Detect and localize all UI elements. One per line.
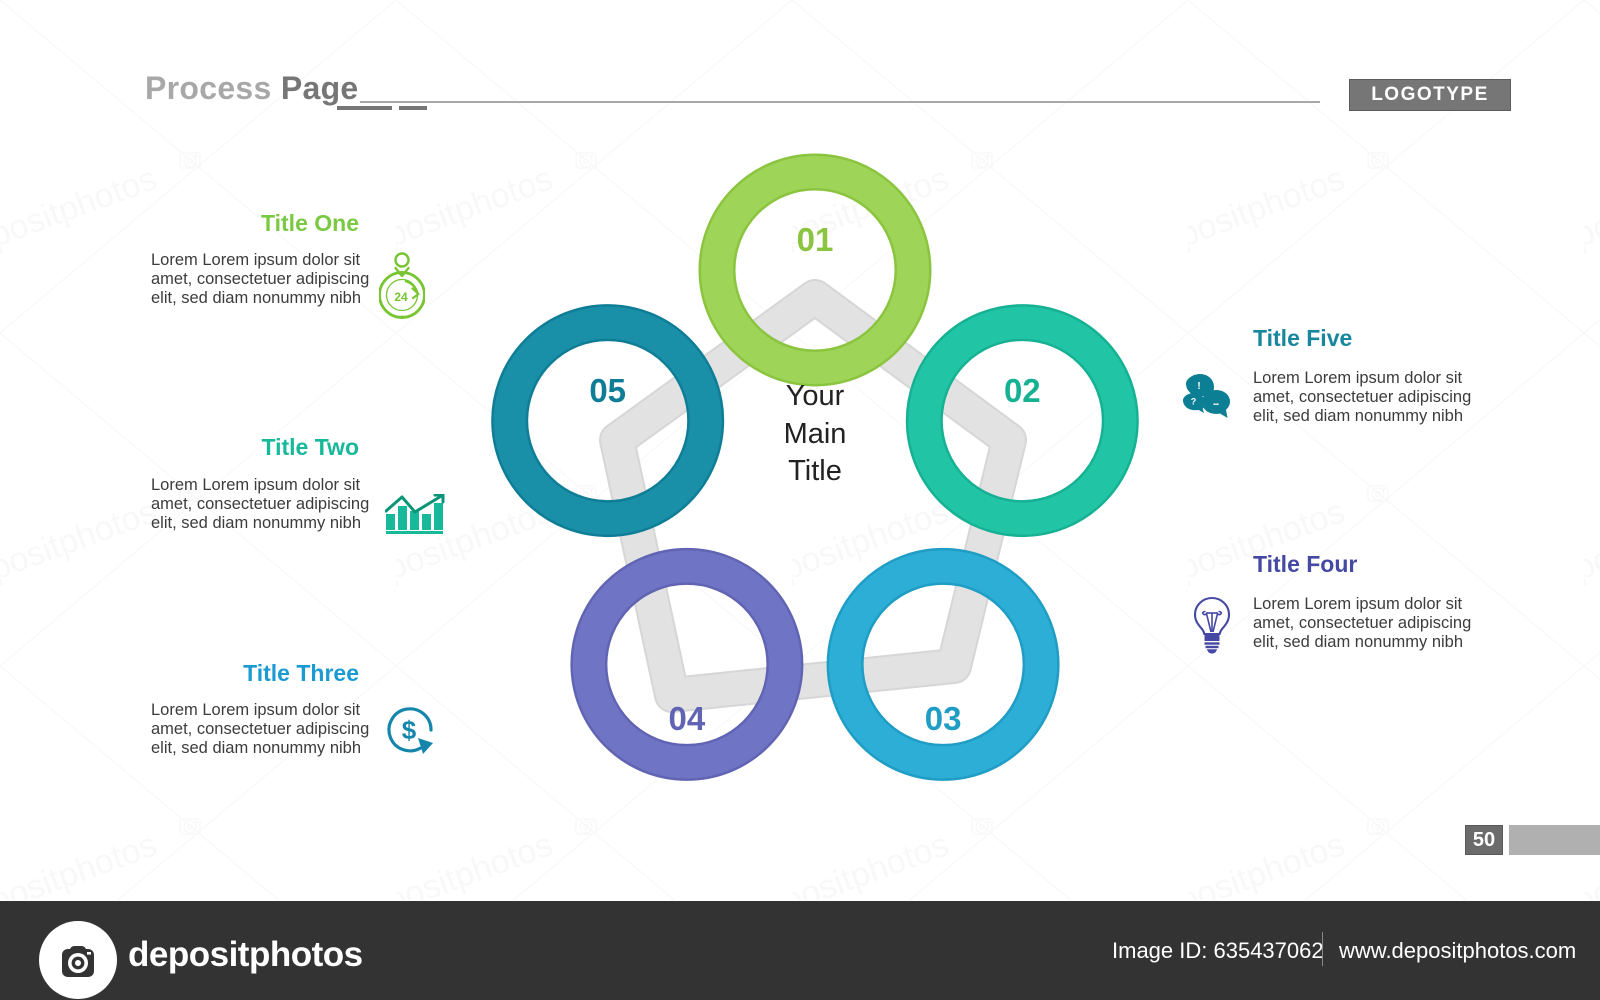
svg-text:24: 24 xyxy=(394,290,408,304)
svg-text:?: ? xyxy=(1191,397,1197,407)
svg-text:03: 03 xyxy=(925,700,962,737)
svg-text:04: 04 xyxy=(669,700,706,737)
svg-text:$: $ xyxy=(402,715,417,745)
svg-text:02: 02 xyxy=(1004,372,1041,409)
svg-text:01: 01 xyxy=(797,221,834,258)
svg-text:!: ! xyxy=(1197,381,1200,392)
svg-text:05: 05 xyxy=(589,372,626,409)
